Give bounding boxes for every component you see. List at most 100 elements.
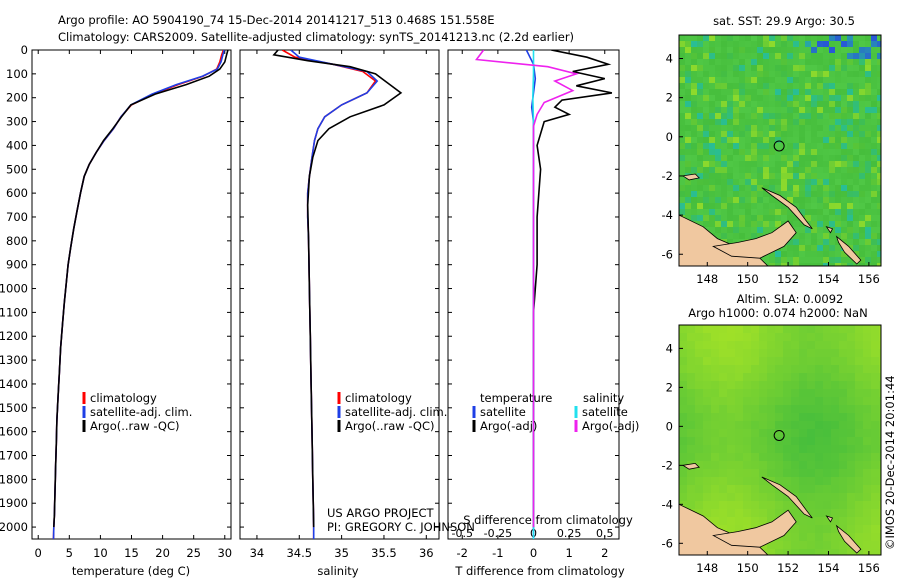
- sst-map-cell: [703, 89, 709, 95]
- sst-map-cell: [787, 95, 793, 101]
- sst-map-cell: [781, 161, 787, 167]
- sst-map-cell: [865, 101, 871, 107]
- sla-map-cell: [679, 357, 687, 365]
- sla-map-cell: [815, 405, 823, 413]
- sst-map-cell: [775, 59, 781, 65]
- sst-map-cell: [727, 131, 733, 137]
- sst-map-cell: [877, 149, 881, 155]
- sla-map-cell: [759, 429, 767, 437]
- sst-map-cell: [787, 149, 793, 155]
- sla-map-ytick-label: -6: [662, 536, 673, 550]
- sla-map-cell: [695, 453, 703, 461]
- sst-map-cell: [745, 161, 751, 167]
- sst-map-cell: [739, 191, 745, 197]
- sst-map-cell: [877, 203, 881, 209]
- temperature-ytick-label: 100: [6, 67, 28, 81]
- sst-map-cell: [847, 215, 853, 221]
- sst-map-cell: [769, 143, 775, 149]
- sla-map-cell: [783, 485, 791, 493]
- sst-map-cell: [727, 227, 733, 233]
- sst-map-cell: [859, 167, 865, 173]
- temperature-plot-frame: [31, 49, 232, 540]
- sst-map-cell: [805, 83, 811, 89]
- sla-map-cell: [687, 333, 695, 341]
- sst-map-cell: [763, 101, 769, 107]
- sst-map-cell: [877, 173, 881, 179]
- sst-map-cell: [781, 107, 787, 113]
- sla-map-cell: [879, 429, 881, 437]
- sla-map-cell: [727, 333, 735, 341]
- sla-map-cell: [847, 501, 855, 509]
- sla-map-cell: [791, 501, 799, 509]
- sst-map-cell: [859, 113, 865, 119]
- sst-map-cell: [859, 173, 865, 179]
- difference-legend-title-salinity: salinity: [583, 391, 624, 405]
- sst-map-cell: [841, 203, 847, 209]
- sst-map-cell: [781, 125, 787, 131]
- sst-map-cell: [715, 197, 721, 203]
- sla-map-cell: [815, 429, 823, 437]
- sst-map-cell: [871, 107, 877, 113]
- sst-map-cell: [847, 167, 853, 173]
- sst-map-cell: [775, 143, 781, 149]
- sst-map-cell: [829, 59, 835, 65]
- sst-map-cell: [877, 227, 881, 233]
- sla-map-cell: [831, 437, 839, 445]
- sst-map-cell: [805, 173, 811, 179]
- sst-map-cell: [757, 233, 763, 239]
- sst-map-cell: [877, 209, 881, 215]
- sst-map-cell: [871, 53, 877, 59]
- sst-map-cell: [751, 95, 757, 101]
- sla-map-cell: [879, 509, 881, 517]
- sst-map-cell: [727, 197, 733, 203]
- sst-map-cell: [835, 221, 841, 227]
- temperature-ytick-label: 1000: [0, 282, 28, 296]
- sla-map-cell: [799, 533, 807, 541]
- sst-map-cell: [841, 107, 847, 113]
- temperature-ytick-label: 2000: [0, 520, 28, 534]
- sla-map-cell: [847, 413, 855, 421]
- sst-map-cell: [787, 143, 793, 149]
- sla-map-cell: [775, 405, 783, 413]
- sla-map-cell: [855, 437, 863, 445]
- sst-map-cell: [721, 161, 727, 167]
- sst-map-cell: [817, 185, 823, 191]
- sst-map-cell: [787, 179, 793, 185]
- sst-map-cell: [793, 149, 799, 155]
- sst-map-cell: [715, 149, 721, 155]
- sla-map-cell: [847, 389, 855, 397]
- sst-map-cell: [745, 149, 751, 155]
- sla-map-cell: [695, 461, 703, 469]
- sla-map-cell: [759, 469, 767, 477]
- sst-map-cell: [787, 167, 793, 173]
- sst-map-cell: [781, 95, 787, 101]
- sla-map-cell: [839, 549, 847, 555]
- sst-map-cell: [763, 203, 769, 209]
- sst-map-cell: [721, 119, 727, 125]
- sst-map-cell: [877, 47, 881, 53]
- sst-map-cell: [781, 137, 787, 143]
- sst-map-cell: [739, 155, 745, 161]
- sst-map-cell: [817, 89, 823, 95]
- sla-map-cell: [847, 485, 855, 493]
- sst-map-cell: [805, 197, 811, 203]
- sla-map-cell: [831, 381, 839, 389]
- sst-map-cell: [871, 173, 877, 179]
- sst-map-cell: [823, 155, 829, 161]
- sla-map-cell: [767, 397, 775, 405]
- sla-map-cell: [687, 469, 695, 477]
- sst-map-cell: [799, 65, 805, 71]
- sla-map-cell: [871, 413, 879, 421]
- sst-map-cell: [763, 191, 769, 197]
- sst-map-cell: [691, 191, 697, 197]
- sst-map-cell: [793, 233, 799, 239]
- sst-map-cell: [787, 113, 793, 119]
- sst-map-cell: [871, 251, 877, 257]
- sla-map-cell: [871, 541, 879, 549]
- sst-map-cell: [859, 191, 865, 197]
- sst-map-cell: [733, 59, 739, 65]
- sst-map-cell: [721, 221, 727, 227]
- sla-map-cell: [711, 517, 719, 525]
- sst-map-cell: [787, 83, 793, 89]
- sst-map-cell: [709, 173, 715, 179]
